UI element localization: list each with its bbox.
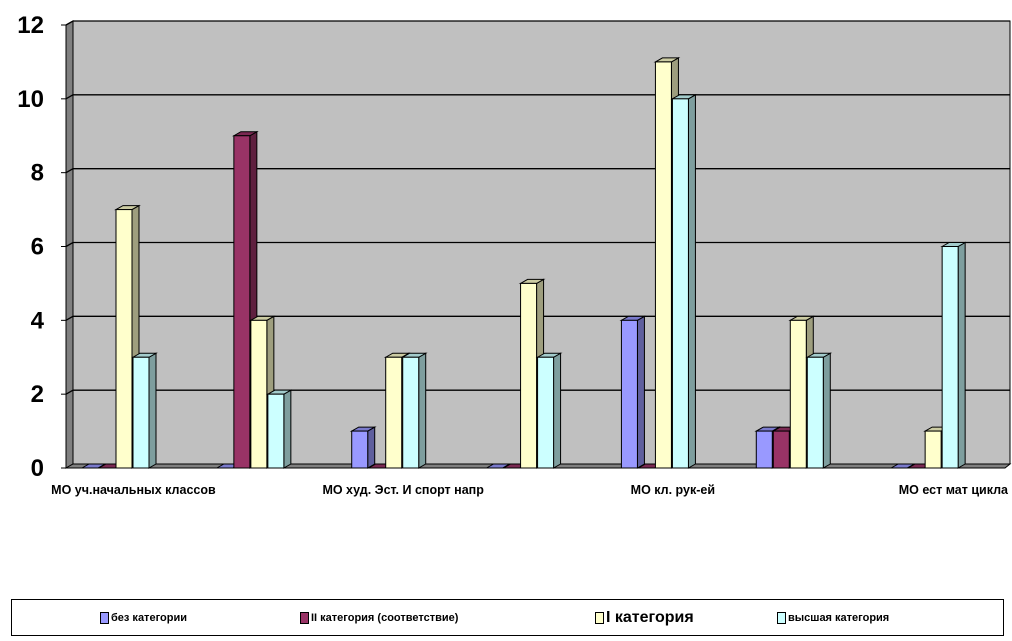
legend-swatch-category-1 bbox=[595, 611, 604, 624]
bar bbox=[349, 426, 377, 469]
bar-front bbox=[402, 356, 420, 469]
gridlines bbox=[65, 20, 1010, 395]
y-tick-label: 2 bbox=[31, 381, 44, 408]
bar-front bbox=[941, 246, 959, 469]
legend-label: высшая категория bbox=[788, 611, 890, 624]
bar bbox=[940, 241, 968, 469]
legend-item-no-category: без категории bbox=[100, 600, 187, 635]
bar bbox=[400, 352, 428, 469]
legend-item-category-1: I категория bbox=[595, 600, 694, 635]
bar-side bbox=[553, 352, 562, 469]
y-tick-label: 8 bbox=[31, 160, 44, 187]
bar-side bbox=[636, 315, 645, 469]
bar-front bbox=[671, 98, 689, 469]
x-axis-labels: МО уч.начальных классов МО худ. Эст. И сп… bbox=[51, 483, 1009, 497]
bar bbox=[131, 352, 158, 469]
legend-label: без категории bbox=[111, 611, 187, 624]
bar-front bbox=[132, 356, 150, 469]
bar-front bbox=[924, 430, 942, 469]
legend-swatch-category-2 bbox=[300, 611, 309, 624]
bar-front bbox=[772, 430, 790, 469]
bar-front bbox=[789, 319, 807, 469]
bar bbox=[805, 352, 833, 469]
y-tick-label: 6 bbox=[31, 234, 44, 261]
bar-front bbox=[250, 319, 268, 469]
gridline bbox=[65, 389, 1010, 395]
bar-side bbox=[367, 426, 376, 469]
y-tick-label: 12 bbox=[17, 12, 44, 39]
bar bbox=[670, 93, 698, 469]
bar bbox=[265, 389, 293, 469]
bar-side bbox=[283, 389, 292, 469]
x-tick-label: МО ест мат цикла bbox=[899, 483, 1009, 497]
x-tick-label: МО кл. рук-ей bbox=[631, 483, 715, 497]
bar-front bbox=[233, 135, 251, 469]
legend-swatch-highest-category bbox=[777, 611, 786, 624]
bars bbox=[80, 57, 968, 469]
bar-front bbox=[351, 430, 369, 469]
bar bbox=[619, 315, 647, 469]
bar-front bbox=[520, 282, 538, 469]
y-tick-label: 10 bbox=[17, 86, 44, 113]
bar-front bbox=[267, 393, 285, 469]
legend: без категории II категория (соответствие… bbox=[11, 599, 1004, 636]
bar-side bbox=[687, 93, 696, 469]
bar-side bbox=[148, 352, 157, 469]
legend-label: II категория (соответствие) bbox=[311, 611, 459, 624]
bar-front bbox=[806, 356, 824, 469]
gridline bbox=[65, 94, 1010, 100]
y-tick-label: 4 bbox=[31, 307, 45, 334]
bar-side bbox=[957, 241, 966, 469]
legend-item-highest-category: высшая категория bbox=[777, 600, 889, 635]
y-axis: 0 2 4 6 8 10 12 bbox=[17, 12, 67, 482]
bar-front bbox=[620, 319, 638, 469]
gridline bbox=[65, 20, 1010, 26]
x-tick-label: МО уч.начальных классов bbox=[51, 483, 216, 497]
legend-label: I категория bbox=[606, 608, 694, 626]
gridline bbox=[65, 168, 1010, 174]
legend-swatch-no-category bbox=[100, 611, 109, 624]
bar-side bbox=[418, 352, 427, 469]
legend-item-category-2: II категория (соответствие) bbox=[300, 600, 458, 635]
gridline bbox=[65, 315, 1010, 321]
bar-side bbox=[822, 352, 831, 469]
bar-front bbox=[385, 356, 403, 469]
y-tick-label: 0 bbox=[31, 455, 44, 482]
bar-front bbox=[537, 356, 555, 469]
gridline bbox=[65, 241, 1010, 248]
bar-chart: 0 2 4 6 8 10 12 МО уч.начальных классов МО худ.… bbox=[17, 12, 1012, 497]
x-tick-label: МО худ. Эст. И спорт напр bbox=[322, 483, 484, 497]
bar bbox=[535, 352, 563, 469]
bar-front bbox=[115, 209, 133, 469]
bar-front bbox=[755, 430, 773, 469]
bar-front bbox=[654, 61, 672, 469]
